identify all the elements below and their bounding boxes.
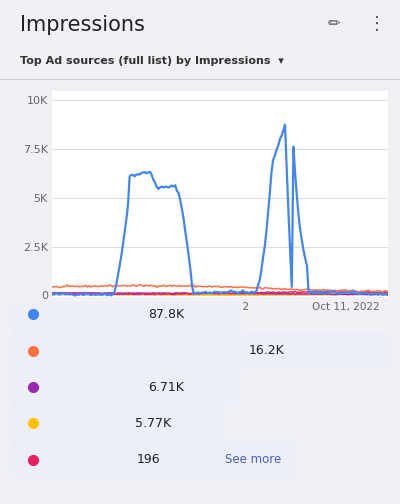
- Text: 5.77K: 5.77K: [135, 417, 172, 430]
- Text: 16.2K: 16.2K: [249, 344, 284, 357]
- Text: 87.8K: 87.8K: [148, 308, 184, 321]
- FancyBboxPatch shape: [10, 369, 242, 405]
- FancyBboxPatch shape: [10, 442, 210, 478]
- Text: 196: 196: [136, 453, 160, 466]
- FancyBboxPatch shape: [10, 296, 242, 333]
- Text: See more: See more: [225, 453, 281, 466]
- Text: 6.71K: 6.71K: [148, 381, 184, 394]
- FancyBboxPatch shape: [208, 442, 298, 478]
- FancyBboxPatch shape: [10, 405, 224, 442]
- Text: ✏: ✏: [328, 16, 341, 31]
- Text: Top Ad sources (full list) by Impressions  ▾: Top Ad sources (full list) by Impression…: [20, 56, 284, 67]
- Text: Impressions: Impressions: [20, 15, 145, 34]
- FancyBboxPatch shape: [10, 333, 390, 369]
- Text: ⋮: ⋮: [368, 15, 386, 33]
